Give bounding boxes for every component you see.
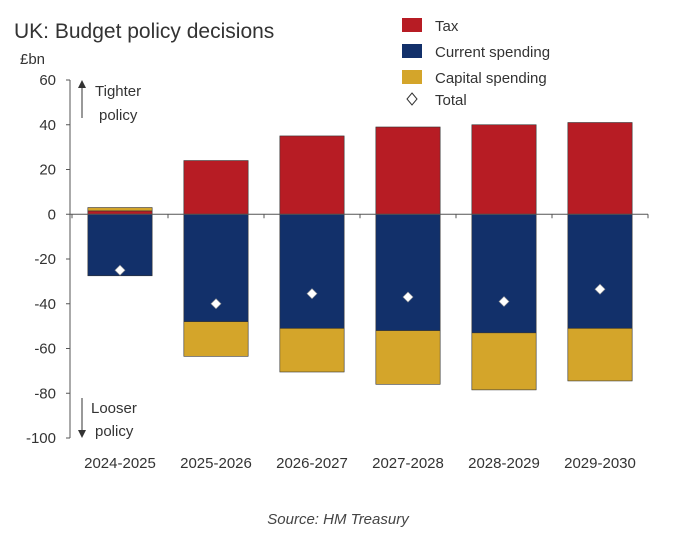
tighter-label: Tighter <box>95 83 141 100</box>
total-marker-2029-2030 <box>594 283 606 295</box>
y-tick-label: 60 <box>39 72 56 89</box>
x-category-label: 2025-2026 <box>180 455 252 472</box>
bar-capital-spending-2024-2025 <box>87 207 153 212</box>
legend-label-total: Total <box>435 92 467 109</box>
bar-capital-spending-2029-2030 <box>567 328 633 382</box>
bar-tax-2029-2030 <box>567 122 633 215</box>
y-tick-label: 0 <box>48 206 56 223</box>
arrow-up-icon <box>78 80 86 88</box>
total-marker-2024-2025 <box>114 264 126 276</box>
total-marker-2026-2027 <box>306 288 318 300</box>
bar-current-spending-2027-2028 <box>375 213 441 331</box>
bar-capital-spending-2028-2029 <box>471 332 537 391</box>
y-axis-unit: £bn <box>20 51 45 68</box>
total-marker-2025-2026 <box>210 298 222 310</box>
legend-label-capital-spending: Capital spending <box>435 70 547 87</box>
y-tick-label: 40 <box>39 117 56 134</box>
legend-label-current-spending: Current spending <box>435 44 550 61</box>
bar-current-spending-2028-2029 <box>471 213 537 334</box>
bar-current-spending-2029-2030 <box>567 213 633 329</box>
x-category-label: 2028-2029 <box>468 455 540 472</box>
legend-label-tax: Tax <box>435 18 459 35</box>
chart-title: UK: Budget policy decisions <box>14 20 274 43</box>
bar-capital-spending-2027-2028 <box>375 330 441 385</box>
tighter-policy-label: policy <box>99 107 138 124</box>
bar-tax-2024-2025 <box>87 210 153 215</box>
bar-tax-2025-2026 <box>183 160 249 215</box>
y-tick-label: -60 <box>34 341 56 358</box>
source-note: Source: HM Treasury <box>267 511 410 528</box>
bar-current-spending-2026-2027 <box>279 213 345 329</box>
legend-total-diamond-icon <box>406 92 418 106</box>
looser-policy-label: policy <box>95 423 134 440</box>
looser-policy-annotation: Looser policy <box>78 398 137 440</box>
arrow-down-icon <box>78 430 86 438</box>
legend-swatch-capital-spending <box>402 70 422 84</box>
y-tick-label: -20 <box>34 251 56 268</box>
bar-tax-2028-2029 <box>471 124 537 215</box>
y-tick-label: -80 <box>34 385 56 402</box>
looser-label: Looser <box>91 400 137 417</box>
x-category-label: 2026-2027 <box>276 455 348 472</box>
bar-capital-spending-2026-2027 <box>279 328 345 373</box>
bar-tax-2027-2028 <box>375 126 441 215</box>
bar-tax-2026-2027 <box>279 135 345 215</box>
total-marker-2027-2028 <box>402 291 414 303</box>
y-tick-label: -40 <box>34 296 56 313</box>
total-marker-2028-2029 <box>498 296 510 307</box>
y-tick-label: 20 <box>39 162 56 179</box>
legend: Tax Current spending Capital spending To… <box>402 18 550 109</box>
y-tick-label: -100 <box>26 430 56 447</box>
legend-swatch-tax <box>402 18 422 32</box>
bar-capital-spending-2025-2026 <box>183 321 249 357</box>
x-category-label: 2027-2028 <box>372 455 444 472</box>
tighter-policy-annotation: Tighter policy <box>78 80 141 124</box>
x-category-label: 2029-2030 <box>564 455 636 472</box>
legend-swatch-current-spending <box>402 44 422 58</box>
x-category-label: 2024-2025 <box>84 455 156 472</box>
